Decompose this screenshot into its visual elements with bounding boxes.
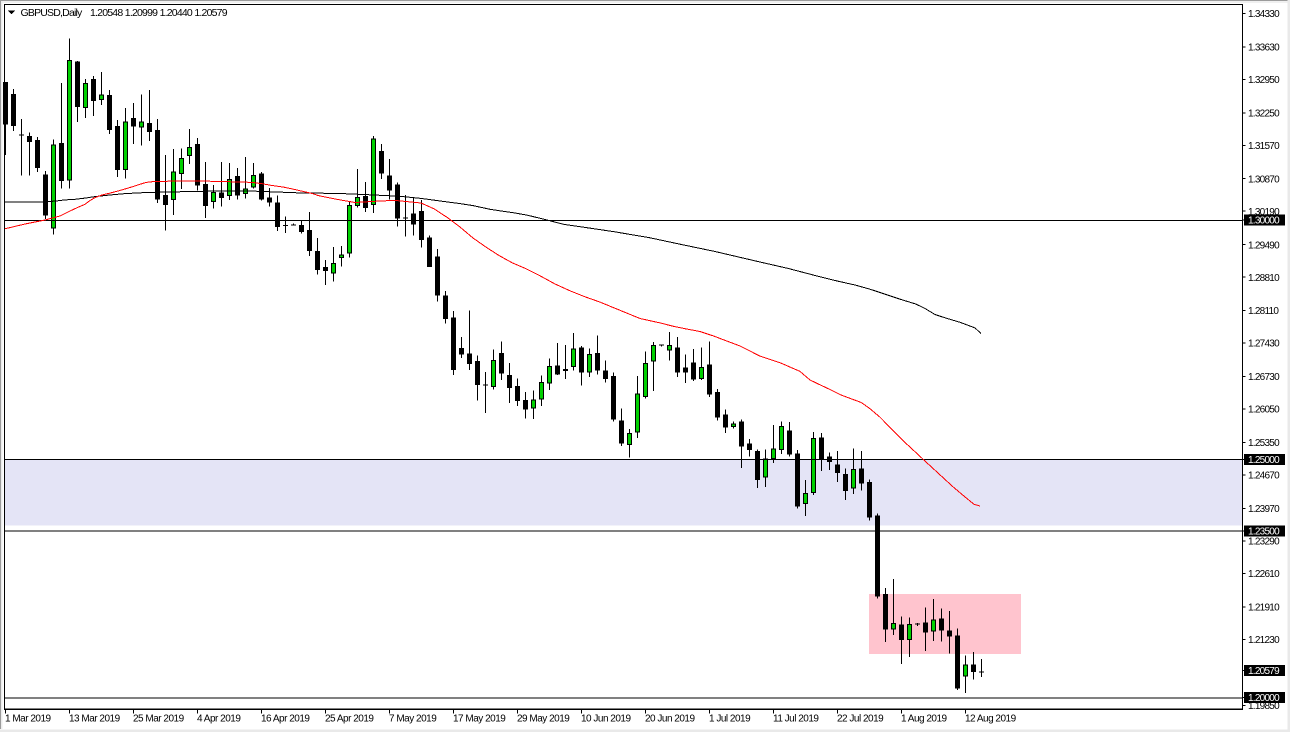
svg-text:25 Mar 2019: 25 Mar 2019: [133, 714, 185, 725]
svg-text:1.28110: 1.28110: [1248, 306, 1279, 317]
svg-text:1 Aug 2019: 1 Aug 2019: [901, 714, 948, 725]
svg-text:25 Apr 2019: 25 Apr 2019: [325, 714, 374, 725]
svg-text:1.31570: 1.31570: [1248, 141, 1280, 152]
svg-text:1.23290: 1.23290: [1248, 537, 1280, 548]
svg-text:1.34330: 1.34330: [1248, 9, 1280, 20]
svg-text:13 Mar 2019: 13 Mar 2019: [69, 714, 121, 725]
svg-text:1.27430: 1.27430: [1248, 339, 1280, 350]
svg-text:20 Jun 2019: 20 Jun 2019: [645, 714, 695, 725]
svg-text:1.28810: 1.28810: [1248, 273, 1280, 284]
svg-text:1.20579: 1.20579: [1248, 666, 1280, 677]
svg-text:1.22610: 1.22610: [1248, 569, 1280, 580]
svg-text:1.20999: 1.20999: [125, 7, 158, 19]
svg-text:1.19850: 1.19850: [1248, 701, 1280, 712]
svg-text:1.29490: 1.29490: [1248, 240, 1280, 251]
svg-text:1.26050: 1.26050: [1248, 405, 1280, 416]
svg-text:29 May 2019: 29 May 2019: [517, 714, 570, 725]
svg-text:1.24670: 1.24670: [1248, 471, 1280, 482]
svg-text:1.20440: 1.20440: [160, 7, 193, 19]
svg-text:17 May 2019: 17 May 2019: [453, 714, 506, 725]
svg-text:11 Jul 2019: 11 Jul 2019: [773, 714, 819, 725]
svg-text:4 Apr 2019: 4 Apr 2019: [197, 714, 241, 725]
svg-text:1.30870: 1.30870: [1248, 174, 1280, 185]
svg-text:1 Mar 2019: 1 Mar 2019: [5, 714, 52, 725]
svg-text:GBPUSD,Daily: GBPUSD,Daily: [21, 7, 84, 19]
svg-text:1.23970: 1.23970: [1248, 504, 1280, 515]
svg-text:1.32250: 1.32250: [1248, 108, 1280, 119]
svg-text:1.25350: 1.25350: [1248, 438, 1280, 449]
svg-text:1.20000: 1.20000: [1248, 693, 1280, 704]
svg-text:1 Jul 2019: 1 Jul 2019: [709, 714, 751, 725]
svg-text:1.20579: 1.20579: [194, 7, 227, 19]
svg-text:1.30190: 1.30190: [1248, 207, 1280, 218]
svg-text:1.21230: 1.21230: [1248, 635, 1280, 646]
svg-text:1.32950: 1.32950: [1248, 75, 1280, 86]
svg-text:1.30000: 1.30000: [1248, 216, 1280, 227]
svg-text:1.23500: 1.23500: [1248, 526, 1280, 537]
svg-text:16 Apr 2019: 16 Apr 2019: [261, 714, 310, 725]
svg-text:1.21910: 1.21910: [1248, 603, 1280, 614]
svg-text:7 May 2019: 7 May 2019: [389, 714, 437, 725]
svg-text:1.33630: 1.33630: [1248, 42, 1280, 53]
svg-text:1.25000: 1.25000: [1248, 455, 1280, 466]
svg-text:12 Aug 2019: 12 Aug 2019: [965, 714, 1017, 725]
svg-text:1.20548: 1.20548: [90, 7, 123, 19]
svg-text:1.26730: 1.26730: [1248, 372, 1280, 383]
svg-text:10 Jun 2019: 10 Jun 2019: [581, 714, 631, 725]
svg-text:22 Jul 2019: 22 Jul 2019: [837, 714, 884, 725]
